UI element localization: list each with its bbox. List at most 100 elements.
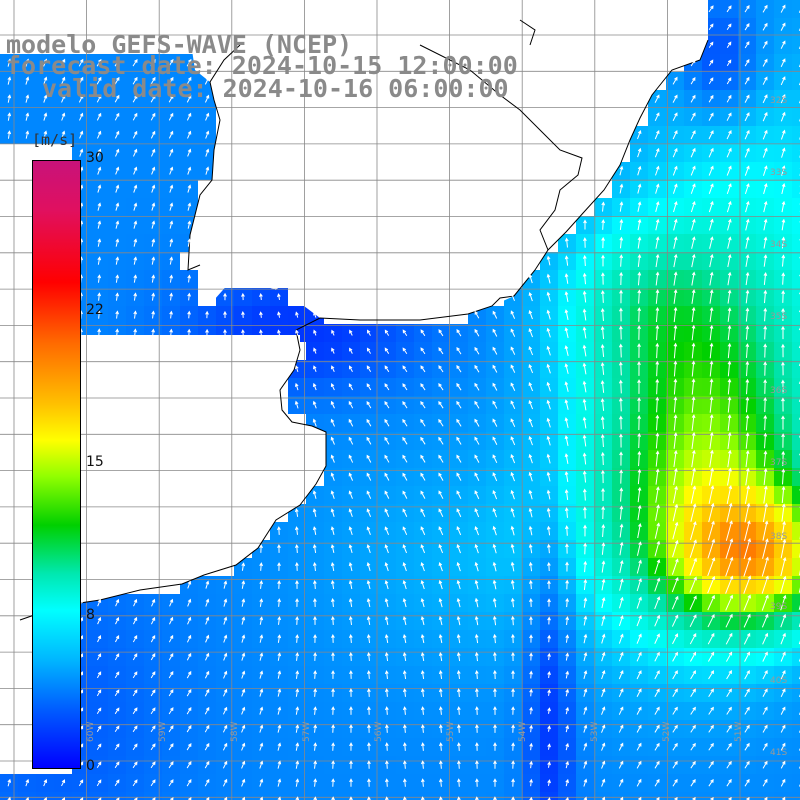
wind-arrow <box>474 561 479 572</box>
wind-arrow <box>169 256 174 265</box>
wind-arrow <box>654 706 660 715</box>
wind-arrow <box>511 742 515 751</box>
wind-arrow <box>259 616 264 625</box>
wind-arrow <box>672 147 678 158</box>
wind-arrow <box>510 525 515 536</box>
wind-arrow <box>456 706 461 715</box>
wind-arrow <box>564 399 569 410</box>
wind-arrow <box>132 112 138 121</box>
wind-arrow <box>619 433 623 448</box>
wind-arrow <box>420 544 426 554</box>
wind-arrow <box>762 165 768 176</box>
wind-cell <box>216 792 234 800</box>
wind-arrow <box>475 796 479 800</box>
wind-arrow <box>474 454 480 463</box>
wind-arrow <box>456 347 462 355</box>
wind-cell <box>504 792 522 800</box>
wind-arrow <box>313 670 317 679</box>
wind-arrow <box>438 778 443 787</box>
wind-arrow <box>763 468 768 485</box>
wind-arrow <box>708 165 714 176</box>
wind-arrow <box>707 575 716 594</box>
wind-arrow <box>727 378 732 395</box>
wind-arrow <box>186 652 192 661</box>
wind-arrow <box>61 76 66 85</box>
wind-arrow <box>690 724 696 733</box>
wind-arrow <box>241 329 245 336</box>
wind-arrow <box>384 597 389 608</box>
wind-arrow <box>565 778 570 787</box>
wind-arrow <box>583 796 588 800</box>
wind-arrow <box>295 760 300 769</box>
wind-arrow <box>150 707 156 715</box>
wind-arrow <box>636 688 642 698</box>
wind-arrow <box>366 400 372 409</box>
wind-arrow <box>637 236 642 249</box>
wind-arrow <box>546 543 551 554</box>
wind-arrow <box>725 556 734 577</box>
wind-arrow <box>493 706 497 715</box>
wind-arrow <box>655 414 660 431</box>
wind-arrow <box>132 761 138 769</box>
wind-arrow <box>349 329 353 336</box>
wind-cell <box>288 792 306 800</box>
wind-arrow <box>115 220 120 229</box>
wind-arrow <box>78 94 84 103</box>
wind-arrow <box>420 579 425 590</box>
wind-arrow <box>438 490 444 499</box>
wind-arrow <box>761 613 769 628</box>
wind-arrow <box>259 292 263 301</box>
wind-arrow <box>762 706 768 715</box>
wind-arrow <box>582 452 587 465</box>
wind-arrow <box>150 761 156 769</box>
wind-cell <box>18 792 36 800</box>
wind-arrow <box>725 575 734 594</box>
wind-arrow <box>618 343 623 358</box>
wind-arrow <box>655 183 660 194</box>
wind-arrow <box>150 725 156 733</box>
wind-arrow <box>654 742 660 751</box>
wind-cell <box>792 378 800 396</box>
wind-arrow <box>132 743 138 751</box>
wind-arrow <box>133 220 138 229</box>
wind-arrow <box>186 707 192 715</box>
wind-arrow <box>150 634 156 643</box>
wind-arrow <box>115 148 120 157</box>
wind-arrow <box>277 580 281 589</box>
wind-arrow <box>528 346 534 356</box>
wind-arrow <box>727 396 732 413</box>
wind-arrow <box>510 292 516 301</box>
wind-arrow <box>150 58 156 67</box>
wind-arrow <box>726 670 732 680</box>
wind-arrow <box>763 379 768 394</box>
wind-arrow <box>402 778 407 787</box>
wind-arrow <box>420 401 426 409</box>
wind-arrow <box>492 400 498 409</box>
wind-arrow <box>763 218 768 231</box>
wind-arrow <box>673 414 678 431</box>
wind-arrow <box>744 742 750 751</box>
wind-cell <box>738 792 756 800</box>
wind-arrow <box>690 760 696 769</box>
wind-arrow <box>456 454 462 463</box>
wind-arrow <box>402 526 408 536</box>
wind-arrow <box>565 543 569 554</box>
wind-arrow <box>151 238 156 247</box>
wind-arrow <box>546 327 551 338</box>
wind-arrow <box>510 436 516 446</box>
wind-arrow <box>403 742 407 751</box>
wind-arrow <box>689 576 697 593</box>
wind-arrow <box>366 418 372 427</box>
wind-arrow <box>547 580 551 589</box>
wind-arrow <box>492 436 498 445</box>
wind-cell <box>792 360 800 378</box>
wind-arrow <box>205 130 210 139</box>
wind-arrow <box>511 670 515 679</box>
wind-arrow <box>114 779 120 787</box>
wind-arrow <box>78 779 84 787</box>
wind-arrow <box>132 653 138 661</box>
wind-arrow <box>601 760 606 769</box>
wind-arrow <box>636 559 642 574</box>
wind-arrow <box>510 561 515 572</box>
wind-cell <box>144 792 162 800</box>
